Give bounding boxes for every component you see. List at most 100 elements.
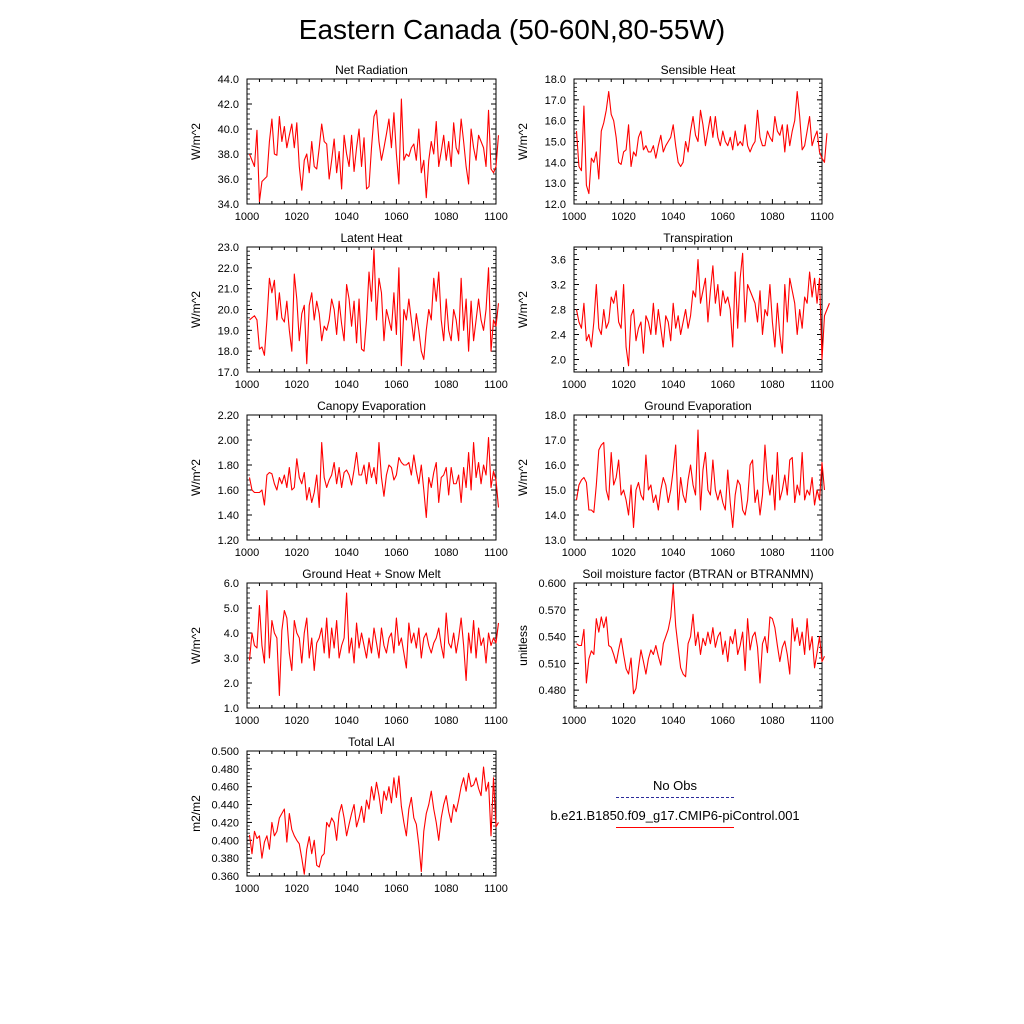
y-tick-label: 1.40 <box>218 510 239 522</box>
y-tick-label: 2.0 <box>224 678 239 690</box>
y-tick-label: 0.360 <box>211 871 239 883</box>
x-tick-label: 1000 <box>562 715 586 727</box>
x-tick-label: 1020 <box>611 715 635 727</box>
y-tick-label: 0.540 <box>538 632 566 644</box>
x-tick-label: 1060 <box>384 883 408 895</box>
x-tick-label: 1020 <box>285 715 309 727</box>
y-tick-label: 18.0 <box>545 74 566 86</box>
x-tick-label: 1060 <box>711 379 735 391</box>
panel-title: Net Radiation <box>335 63 408 77</box>
panel-3: Latent Heat W/m^2 1000 1020 1040 1060 1080 1100… <box>189 231 508 391</box>
y-tick-label: 42.0 <box>218 99 239 111</box>
y-tick-label: 16.0 <box>545 116 566 128</box>
y-tick-label: 5.0 <box>224 603 239 615</box>
panel-5: Canopy Evaporation W/m^2 1000 1020 1040 1060 1… <box>189 399 508 559</box>
y-tick-label: 2.20 <box>218 410 239 422</box>
y-tick-label: 19.0 <box>218 325 239 337</box>
y-tick-label: 6.0 <box>224 578 239 590</box>
x-tick-label: 1020 <box>285 379 309 391</box>
legend-model-label: b.e21.B1850.f09_g17.CMIP6-piControl.001 <box>550 808 800 823</box>
y-tick-label: 0.380 <box>211 853 239 865</box>
panel-4: Transpiration W/m^2 1000 1020 1040 1060 1080 11… <box>516 231 834 391</box>
series-line <box>248 436 500 519</box>
panel-title: Sensible Heat <box>661 63 736 77</box>
x-tick-label: 1080 <box>760 379 784 391</box>
y-tick-label: 12.0 <box>545 199 566 211</box>
panel-title: Transpiration <box>663 231 733 245</box>
legend-obs-line <box>616 797 734 798</box>
x-tick-label: 1020 <box>611 547 635 559</box>
x-tick-label: 1080 <box>434 883 458 895</box>
y-tick-label: 15.0 <box>545 485 566 497</box>
series-line <box>248 589 500 697</box>
x-tick-label: 1000 <box>235 547 259 559</box>
y-tick-label: 3.6 <box>551 255 566 267</box>
panel-title: Ground Evaporation <box>644 399 751 413</box>
panel-title: Soil moisture factor (BTRAN or BTRANMN) <box>582 567 813 581</box>
y-tick-label: 23.0 <box>218 242 239 254</box>
series-line <box>248 766 499 875</box>
figure-title: Eastern Canada (50-60N,80-55W) <box>298 14 726 45</box>
x-tick-label: 1080 <box>760 547 784 559</box>
y-tick-label: 15.0 <box>545 137 566 149</box>
y-tick-label: 16.0 <box>545 460 566 472</box>
y-axis-label: m2/m2 <box>189 795 203 832</box>
y-tick-label: 13.0 <box>545 535 566 547</box>
y-tick-label: 2.00 <box>218 435 239 447</box>
x-tick-label: 1000 <box>562 211 586 223</box>
y-tick-label: 0.400 <box>211 835 239 847</box>
y-tick-label: 17.0 <box>218 367 239 379</box>
x-tick-label: 1020 <box>611 211 635 223</box>
x-tick-label: 1040 <box>661 379 685 391</box>
x-tick-label: 1100 <box>484 883 508 895</box>
x-tick-label: 1060 <box>711 715 735 727</box>
y-tick-label: 0.480 <box>538 685 566 697</box>
x-tick-label: 1100 <box>810 379 834 391</box>
panel-title: Total LAI <box>348 735 395 749</box>
x-tick-label: 1100 <box>810 715 834 727</box>
x-tick-label: 1080 <box>434 379 458 391</box>
y-tick-label: 3.0 <box>224 653 239 665</box>
panel-6: Ground Evaporation W/m^2 1000 1020 1040 1060 1… <box>516 399 834 559</box>
y-tick-label: 38.0 <box>218 149 239 161</box>
y-tick-label: 2.8 <box>551 305 566 317</box>
y-tick-label: 2.0 <box>551 355 566 367</box>
x-tick-label: 1020 <box>285 883 309 895</box>
y-tick-label: 13.0 <box>545 178 566 190</box>
y-tick-label: 17.0 <box>545 435 566 447</box>
y-tick-label: 1.20 <box>218 535 239 547</box>
x-tick-label: 1100 <box>810 547 834 559</box>
y-tick-label: 20.0 <box>218 305 239 317</box>
x-tick-label: 1040 <box>334 883 358 895</box>
x-tick-label: 1000 <box>235 211 259 223</box>
y-tick-label: 0.460 <box>211 782 239 794</box>
y-tick-label: 21.0 <box>218 284 239 296</box>
x-tick-label: 1100 <box>484 715 508 727</box>
y-tick-label: 18.0 <box>545 410 566 422</box>
y-tick-label: 40.0 <box>218 124 239 136</box>
series-line <box>575 252 830 367</box>
panel-8: Soil moisture factor (BTRAN or BTRANMN) u… <box>516 567 834 727</box>
y-tick-label: 22.0 <box>218 263 239 275</box>
x-tick-label: 1000 <box>235 715 259 727</box>
y-tick-label: 14.0 <box>545 510 566 522</box>
series-line <box>575 429 826 529</box>
x-tick-label: 1060 <box>384 547 408 559</box>
y-tick-label: 1.60 <box>218 485 239 497</box>
panel-title: Latent Heat <box>340 231 403 245</box>
x-tick-label: 1020 <box>285 547 309 559</box>
x-tick-label: 1060 <box>711 547 735 559</box>
y-axis-label: W/m^2 <box>189 627 203 664</box>
x-tick-label: 1060 <box>384 715 408 727</box>
y-tick-label: 3.2 <box>551 280 566 292</box>
x-tick-label: 1080 <box>434 547 458 559</box>
series-line <box>248 98 500 203</box>
x-tick-label: 1100 <box>484 379 508 391</box>
y-axis-label: W/m^2 <box>516 123 530 160</box>
y-tick-label: 1.0 <box>224 703 239 715</box>
plot-frame <box>246 582 497 709</box>
y-tick-label: 44.0 <box>218 74 239 86</box>
x-tick-label: 1040 <box>334 547 358 559</box>
y-axis-label: unitless <box>516 625 530 666</box>
